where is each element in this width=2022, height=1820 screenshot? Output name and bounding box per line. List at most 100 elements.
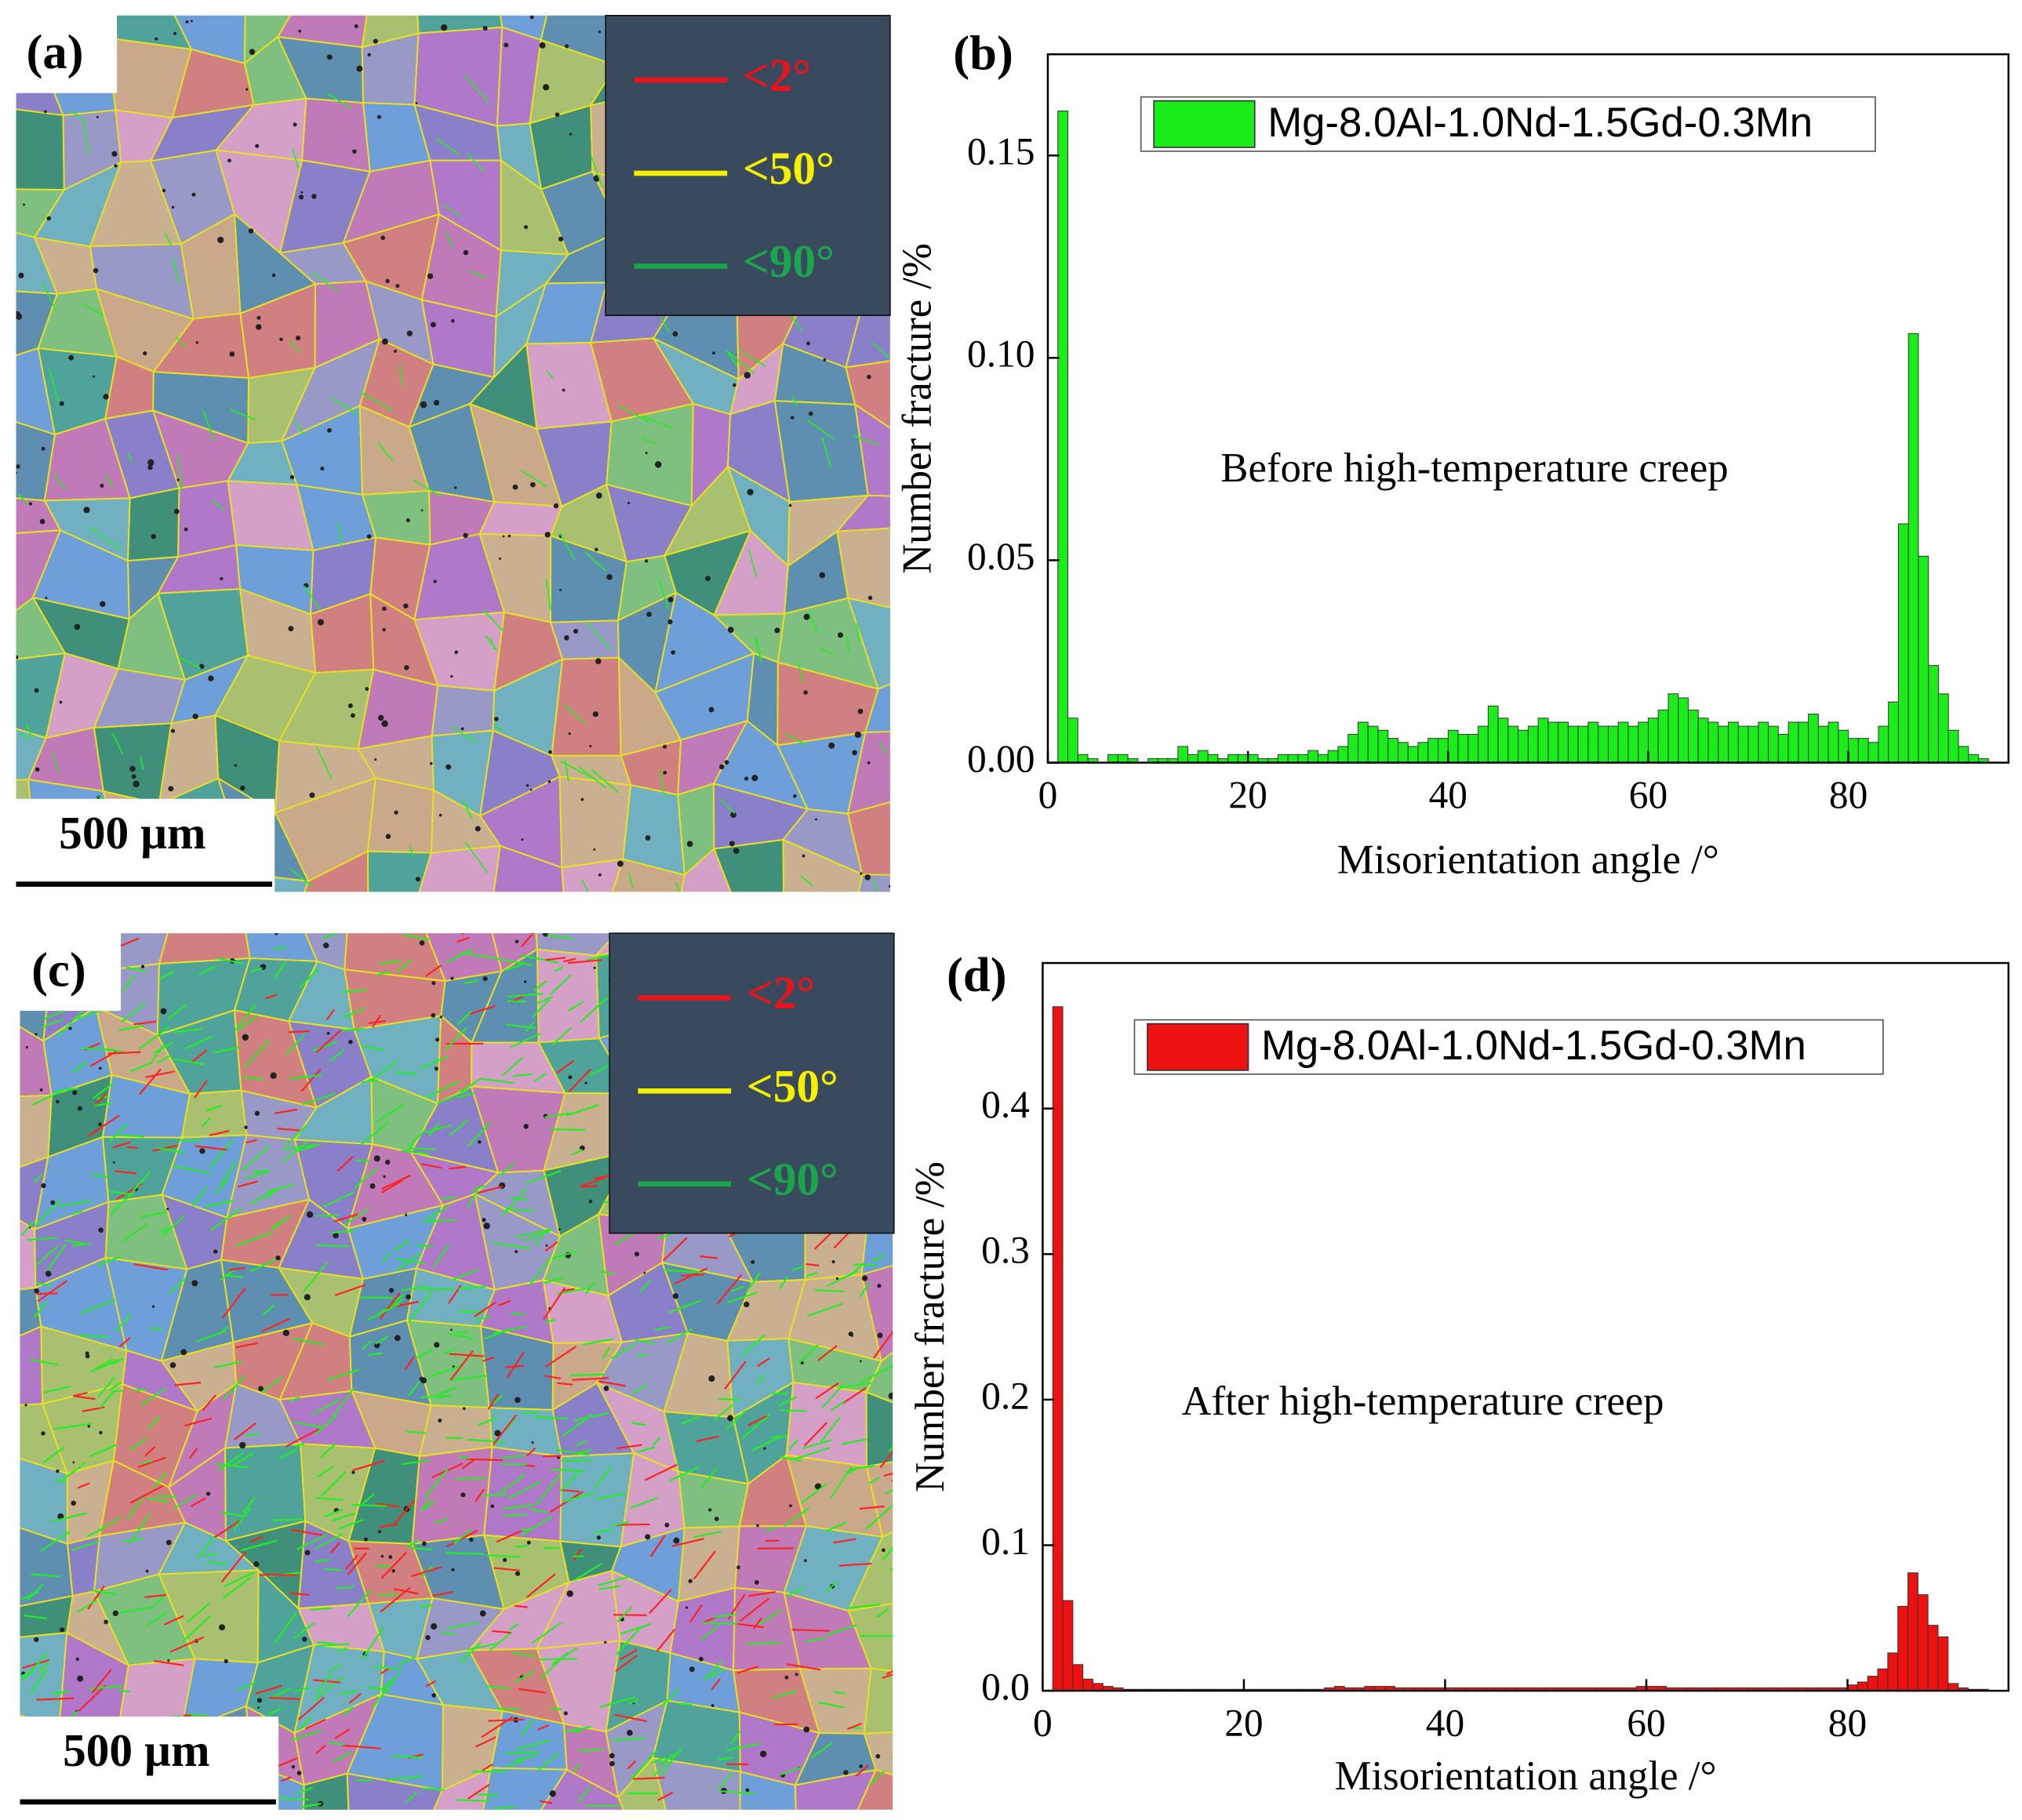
- boundary: [334, 1284, 365, 1296]
- grain: [366, 777, 435, 854]
- boundary: [289, 1592, 310, 1597]
- speck: [75, 1657, 79, 1661]
- boundary: [586, 954, 613, 961]
- grain: [864, 683, 890, 734]
- boundary: [791, 396, 798, 406]
- boundary: [214, 1518, 243, 1538]
- speck: [877, 1284, 882, 1288]
- boundary: [42, 282, 57, 312]
- bar: [1062, 1600, 1074, 1691]
- bar: [1497, 717, 1509, 764]
- boundary: [213, 1046, 240, 1054]
- boundary: [620, 1648, 638, 1661]
- legend-text: <2°: [743, 49, 811, 101]
- grain: [611, 858, 686, 892]
- boundary: [377, 441, 394, 462]
- boundary: [362, 1493, 375, 1505]
- boundary: [72, 1210, 83, 1215]
- boundary: [520, 1516, 553, 1536]
- speck: [718, 764, 725, 770]
- boundary: [693, 1530, 722, 1538]
- boundary: [316, 747, 333, 779]
- x-tick-label: 0: [1038, 773, 1058, 816]
- bar: [1367, 725, 1379, 764]
- speck: [686, 841, 693, 848]
- boundary: [245, 1139, 257, 1144]
- bar: [1718, 725, 1729, 764]
- boundary: [426, 1080, 460, 1099]
- boundary: [174, 1382, 202, 1386]
- speck: [712, 351, 715, 355]
- bar: [1417, 742, 1429, 764]
- bar: [1877, 1668, 1889, 1691]
- grain: [549, 619, 620, 660]
- boundary: [402, 1459, 431, 1466]
- boundary: [122, 1538, 145, 1542]
- boundary: [827, 1624, 857, 1637]
- boundary: [288, 339, 301, 354]
- y-tick-label: 0.4: [981, 1083, 1030, 1126]
- boundary: [718, 1397, 741, 1401]
- speck: [549, 1790, 556, 1797]
- boundary: [198, 965, 216, 976]
- boundary: [209, 1130, 230, 1136]
- speck: [754, 1579, 759, 1585]
- boundary: [72, 1061, 88, 1073]
- boundary: [564, 705, 587, 725]
- boundary: [520, 954, 558, 964]
- speck: [595, 658, 602, 665]
- speck: [503, 1557, 507, 1562]
- boundary: [566, 1103, 599, 1117]
- legend-text: <90°: [743, 235, 835, 287]
- boundary: [17, 493, 27, 505]
- boundary: [476, 1793, 500, 1797]
- boundary: [600, 1270, 616, 1275]
- boundary: [460, 1077, 482, 1093]
- speck: [406, 330, 413, 336]
- bar: [1887, 1652, 1899, 1691]
- speck: [320, 466, 325, 471]
- boundary: [153, 1041, 174, 1054]
- legend-text: Mg-8.0Al-1.0Nd-1.5Gd-0.3Mn: [1261, 1023, 1806, 1069]
- boundary: [311, 271, 340, 294]
- boundary: [797, 662, 804, 682]
- speck: [671, 650, 676, 655]
- bar: [1317, 754, 1329, 764]
- speck: [788, 503, 792, 507]
- boundary: [237, 1015, 258, 1031]
- boundary: [808, 612, 818, 634]
- bar: [1227, 754, 1238, 764]
- speck: [529, 15, 534, 20]
- boundary: [467, 1121, 492, 1147]
- boundary: [109, 1382, 122, 1390]
- speck: [431, 1693, 436, 1698]
- speck: [450, 1328, 453, 1331]
- speck: [234, 764, 238, 767]
- speck: [83, 507, 90, 514]
- speck: [774, 627, 780, 634]
- boundary: [892, 1499, 893, 1501]
- boundary: [533, 1416, 569, 1420]
- boundary: [436, 1089, 468, 1105]
- boundary: [432, 1244, 450, 1267]
- boundary: [311, 1397, 341, 1415]
- bar: [1438, 738, 1449, 764]
- speck: [131, 774, 136, 779]
- boundary: [169, 1636, 205, 1653]
- y-tick-label: 0.00: [967, 737, 1035, 780]
- boundary: [195, 1330, 226, 1342]
- boundary: [485, 1554, 521, 1558]
- speck: [463, 249, 469, 256]
- speck: [875, 1753, 881, 1759]
- speck: [609, 1753, 615, 1759]
- boundary: [326, 1008, 335, 1020]
- boundary: [584, 551, 608, 572]
- boundary: [395, 1258, 426, 1265]
- boundary: [137, 1456, 166, 1468]
- speck: [562, 388, 566, 392]
- plot-frame: [1046, 53, 2010, 764]
- boundary: [532, 998, 551, 1018]
- grain: [493, 845, 565, 892]
- bar: [1707, 721, 1719, 764]
- boundary: [115, 1170, 137, 1175]
